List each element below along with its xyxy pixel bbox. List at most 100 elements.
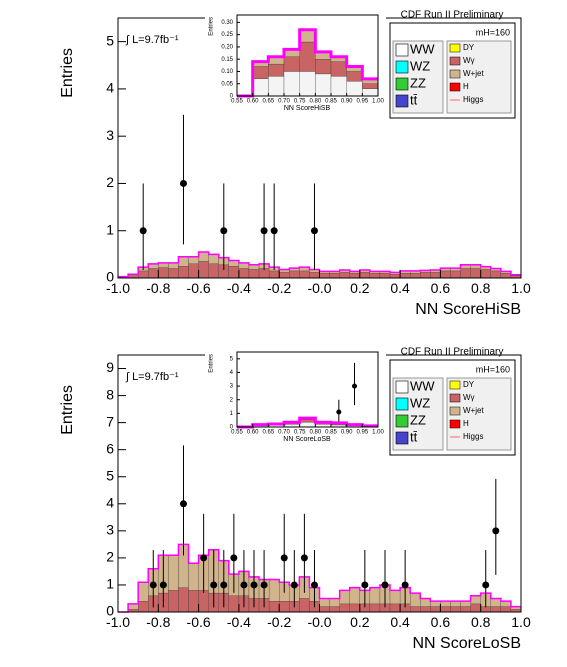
- bar-segment: [490, 606, 501, 613]
- data-point: [361, 581, 369, 589]
- y-tick-label: 5: [106, 467, 114, 483]
- data-point: [240, 581, 248, 589]
- luminosity: ∫ L=9.7fb⁻¹: [125, 34, 179, 46]
- bar-segment: [178, 256, 189, 267]
- bar-segment: [362, 83, 379, 89]
- legend-label: Higgs: [463, 432, 483, 441]
- bar-segment: [148, 268, 159, 279]
- y-tick-label: 3: [106, 522, 114, 538]
- y-tick-label: 3: [230, 384, 234, 390]
- data-point: [352, 383, 357, 389]
- legend-label: Wγ: [463, 56, 475, 65]
- data-point: [250, 581, 258, 589]
- y-tick-label: 1: [106, 221, 114, 237]
- bar-segment: [252, 66, 269, 79]
- x-tick-label: 0.2: [350, 280, 370, 296]
- x-tick-label: 0.2: [350, 614, 370, 630]
- x-tick-label: 0.70: [278, 429, 290, 435]
- bar-segment: [178, 587, 189, 613]
- legend-label: WZ: [410, 58, 430, 73]
- bar-segment: [420, 598, 431, 607]
- bar-segment: [440, 606, 451, 613]
- bar-segment: [329, 598, 340, 607]
- legend-swatch: [449, 380, 461, 390]
- bar-segment: [500, 273, 512, 279]
- bar-segment: [188, 563, 199, 591]
- x-tick-label: 0.60: [247, 98, 259, 104]
- bar-segment: [440, 270, 451, 279]
- bar-segment: [410, 592, 421, 607]
- bar-segment: [319, 598, 330, 607]
- legend-swatch: [449, 56, 461, 66]
- legend-label: DY: [463, 43, 475, 52]
- bar-segment: [349, 603, 360, 613]
- bar-segment: [410, 273, 421, 279]
- bar-segment: [500, 606, 512, 613]
- bar-segment: [330, 61, 347, 77]
- bar-segment: [460, 601, 471, 607]
- y-tick-label: 5: [106, 32, 114, 48]
- data-point: [482, 581, 490, 589]
- bar-segment: [450, 601, 461, 607]
- bar-segment: [490, 598, 501, 607]
- bar-segment: [127, 603, 139, 610]
- bar-segment: [228, 260, 240, 267]
- data-point: [270, 227, 278, 235]
- y-tick-label: 7: [106, 413, 114, 429]
- data-point: [149, 581, 157, 589]
- bar-segment: [268, 601, 280, 613]
- bar-segment: [268, 579, 280, 602]
- bar-segment: [460, 606, 471, 613]
- luminosity: ∫ L=9.7fb⁻¹: [125, 371, 179, 383]
- data-point: [260, 227, 268, 235]
- data-point: [310, 227, 318, 235]
- bar-segment: [389, 274, 401, 279]
- x-tick-label: -0.4: [227, 280, 251, 296]
- bar-segment: [198, 261, 209, 279]
- y-tick-label: 3: [106, 127, 114, 143]
- bar-segment: [440, 601, 451, 607]
- bar-segment: [268, 63, 285, 77]
- bar-segment: [158, 267, 169, 279]
- y-tick-label: 8: [106, 386, 114, 402]
- y-axis-title: Entries: [59, 385, 76, 435]
- bar-segment: [359, 272, 371, 279]
- legend-label: tt̄: [410, 92, 418, 107]
- legend-swatch: [449, 419, 461, 429]
- legend-swatch: [395, 431, 409, 445]
- bar-segment: [349, 273, 360, 279]
- x-tick-label: 0.85: [325, 429, 337, 435]
- x-tick-label: 0.4: [390, 280, 410, 296]
- bar-segment: [248, 269, 260, 279]
- bar-segment: [268, 76, 285, 97]
- total-outline: [237, 416, 378, 429]
- y-tick-label: 0.25: [221, 32, 233, 38]
- bar-segment: [430, 601, 441, 607]
- bar-segment: [188, 590, 199, 613]
- legend-label: DY: [463, 380, 475, 389]
- legend-swatch: [395, 380, 409, 394]
- bar-segment: [279, 601, 290, 613]
- y-tick-label: 0: [106, 603, 114, 619]
- bar-segment: [168, 268, 179, 279]
- x-tick-label: 0.65: [262, 98, 274, 104]
- data-point: [290, 581, 298, 589]
- y-tick-label: 4: [230, 370, 234, 376]
- data-point: [300, 554, 308, 562]
- bar-segment: [339, 272, 350, 279]
- y-tick-label: 1: [106, 576, 114, 592]
- data-point: [336, 409, 342, 415]
- bar-segment: [319, 606, 330, 613]
- bar-segment: [228, 266, 240, 279]
- bar-segment: [283, 56, 300, 72]
- bar-segment: [168, 262, 179, 269]
- bar-segment: [208, 263, 219, 279]
- x-tick-label: 0.90: [341, 98, 353, 104]
- bar-segment: [299, 598, 310, 613]
- legend-label: WZ: [410, 395, 430, 410]
- legend-label: ZZ: [410, 75, 426, 90]
- x-tick-label: 0.85: [325, 98, 337, 104]
- bar-segment: [168, 555, 179, 591]
- bar-segment: [399, 273, 411, 279]
- mass-label: mH=160: [476, 364, 510, 374]
